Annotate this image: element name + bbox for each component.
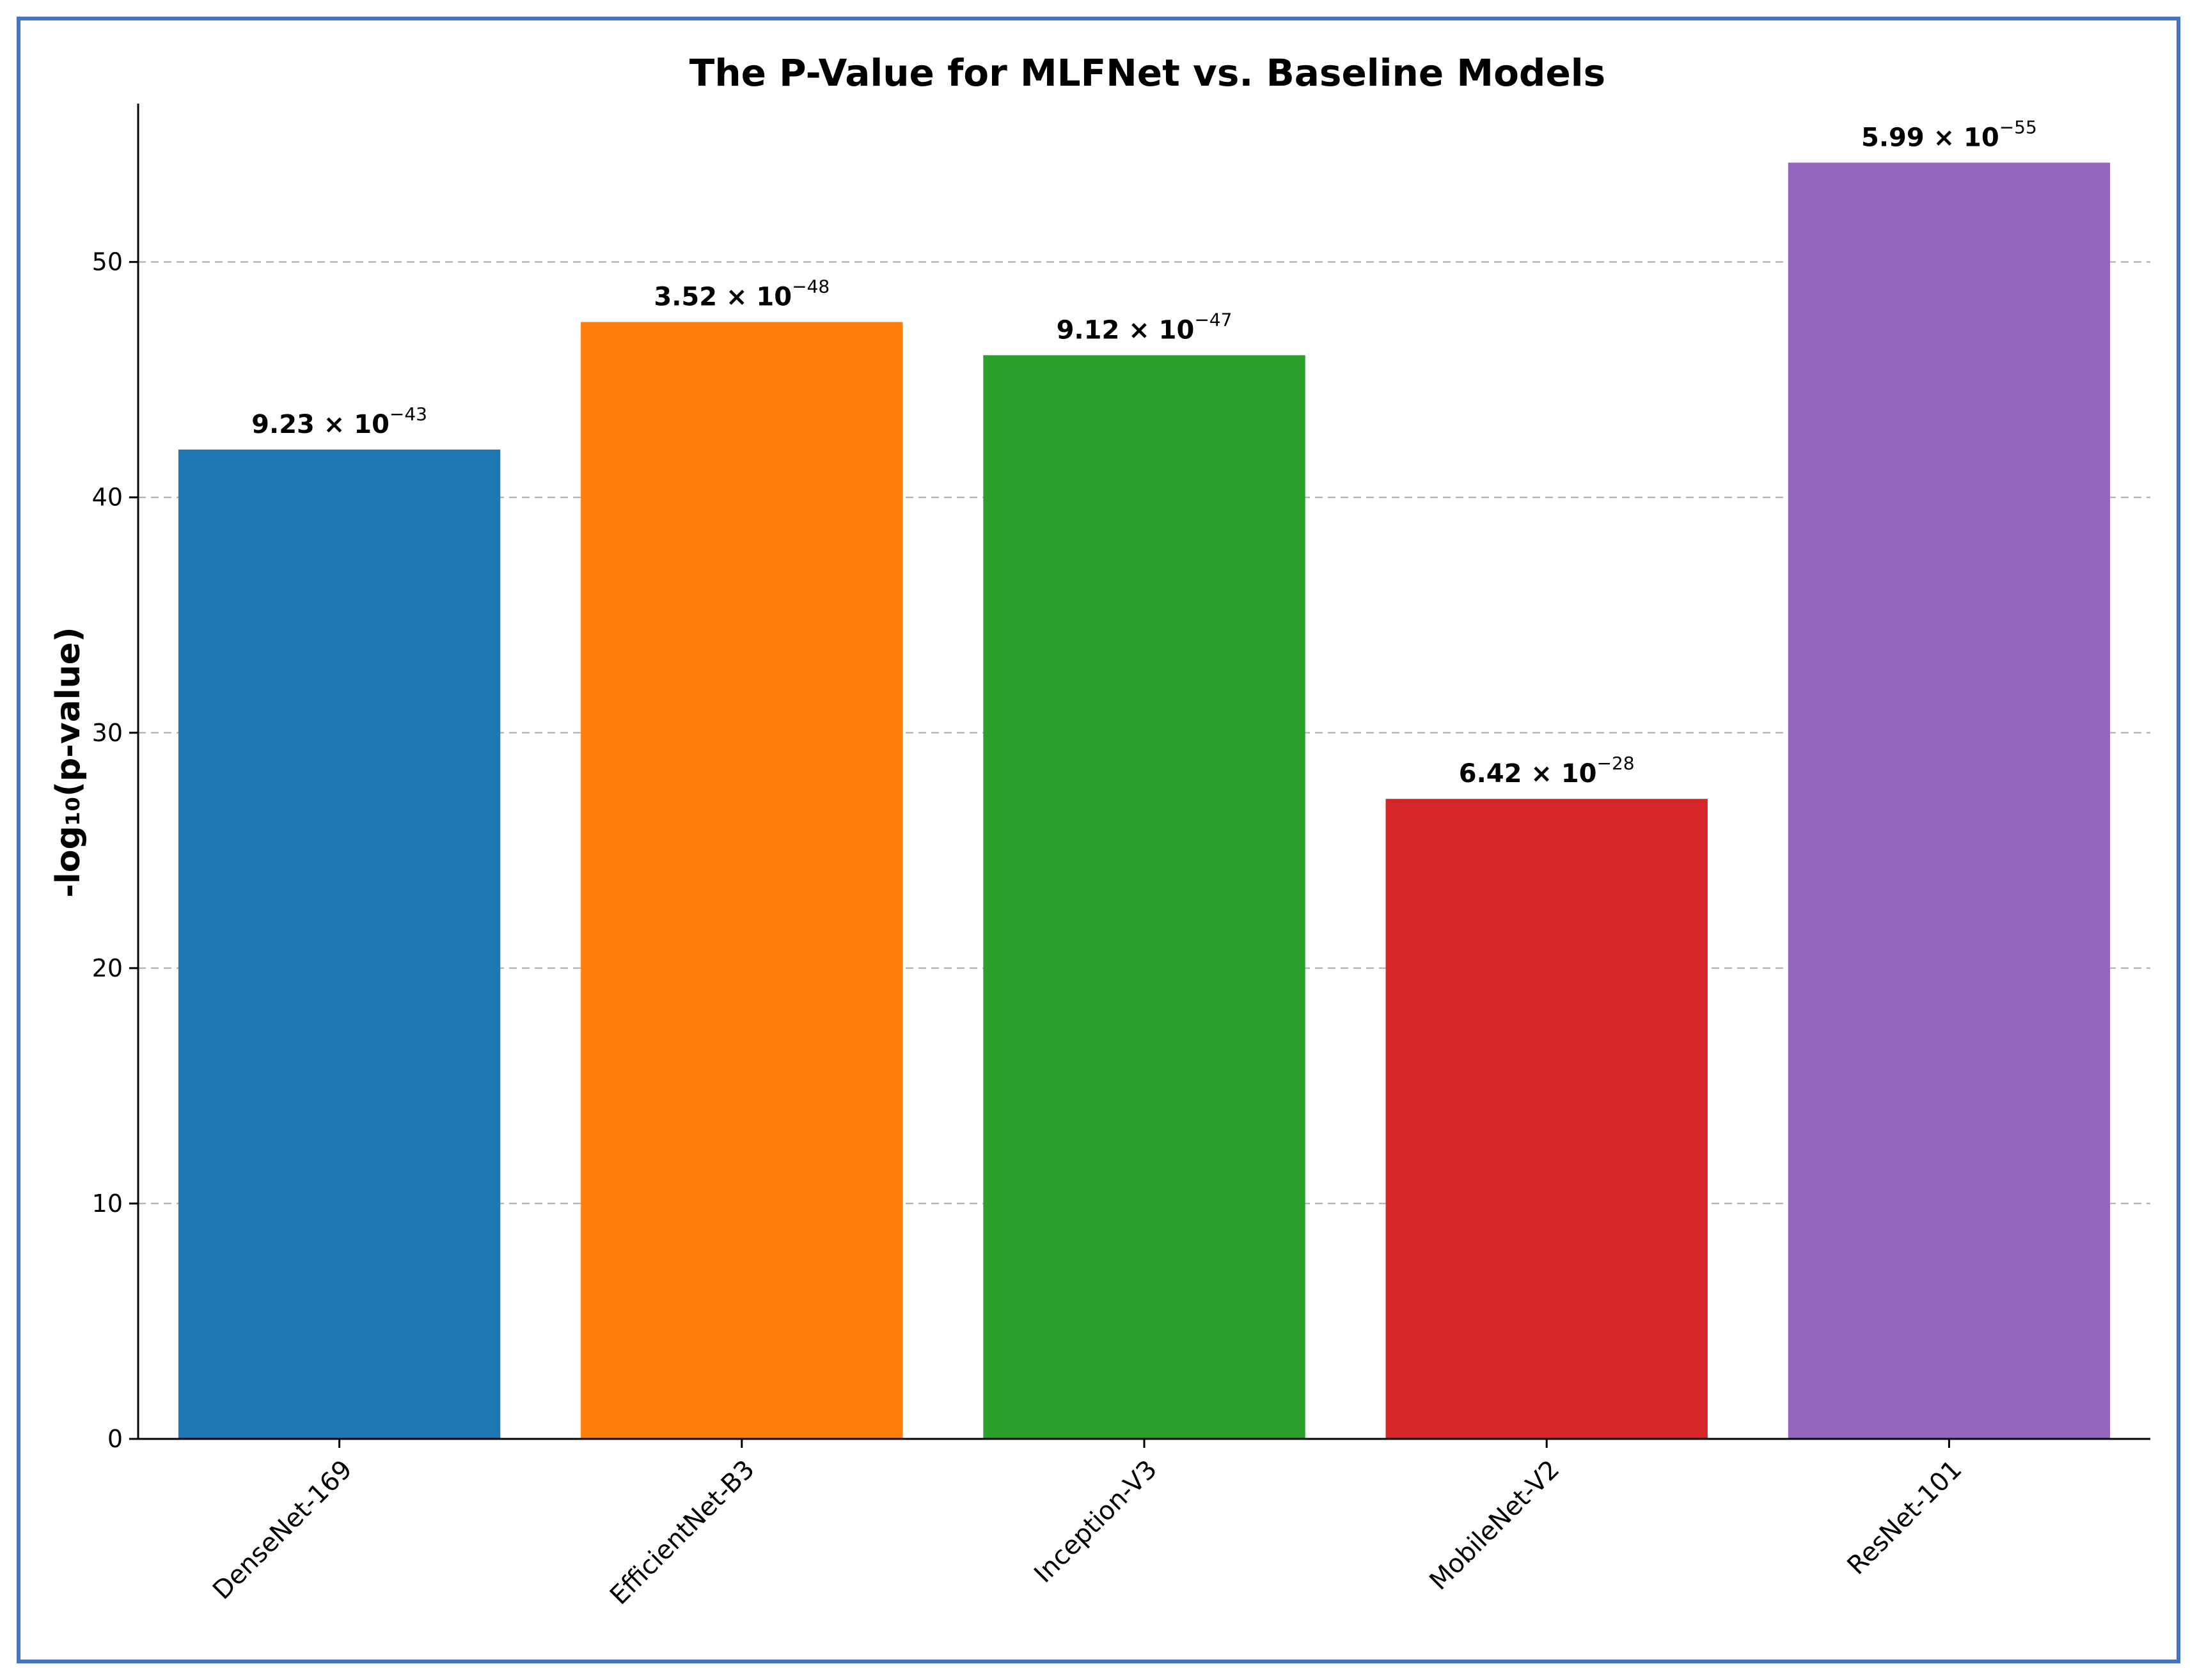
- y-axis-label: -log₁₀(p-value): [49, 627, 88, 897]
- x-tick-label: ResNet-101: [1842, 1455, 1968, 1581]
- data-label-mantissa: 6.42 × 10: [1459, 759, 1597, 789]
- bar: [1385, 799, 1708, 1439]
- x-tick-label: MobileNet-V2: [1424, 1455, 1565, 1596]
- data-label-mantissa: 9.12 × 10: [1057, 315, 1195, 345]
- data-label: 6.42 × 10−28: [1459, 753, 1635, 789]
- data-label-exponent: −28: [1597, 753, 1635, 774]
- y-tick-label: 30: [92, 719, 123, 747]
- data-label-exponent: −47: [1194, 309, 1232, 330]
- data-label-mantissa: 3.52 × 10: [654, 283, 792, 312]
- data-label: 5.99 × 10−55: [1861, 116, 2037, 152]
- bar: [581, 322, 903, 1439]
- x-tick-label: Inception-V3: [1028, 1455, 1163, 1589]
- y-tick-label: 40: [92, 483, 123, 512]
- y-tick-label: 0: [107, 1425, 123, 1453]
- bar: [178, 450, 501, 1440]
- y-tick-label: 10: [92, 1189, 123, 1218]
- chart-frame: The P-Value for MLFNet vs. Baseline Mode…: [17, 17, 2180, 1663]
- data-labels: 9.23 × 10−43 3.52 × 10−48 9.12 × 10−47 6.42…: [251, 116, 2037, 789]
- bar-chart: The P-Value for MLFNet vs. Baseline Mode…: [49, 51, 2150, 1611]
- bars: [178, 162, 2111, 1440]
- data-label: 9.23 × 10−43: [251, 404, 427, 439]
- y-tick-label: 20: [92, 954, 123, 982]
- y-tick-label: 50: [92, 248, 123, 276]
- bar: [1788, 162, 2111, 1440]
- data-label: 9.12 × 10−47: [1057, 309, 1232, 345]
- bar: [983, 355, 1305, 1439]
- data-label-mantissa: 5.99 × 10: [1861, 123, 1999, 152]
- data-label-mantissa: 9.23 × 10: [251, 410, 390, 439]
- data-label: 3.52 × 10−48: [654, 276, 830, 312]
- chart-title: The P-Value for MLFNet vs. Baseline Mode…: [689, 51, 1605, 95]
- data-label-exponent: −55: [1999, 116, 2037, 137]
- data-label-exponent: −48: [792, 276, 830, 297]
- x-tick-label: EfficientNet-B3: [604, 1455, 760, 1611]
- data-label-exponent: −43: [390, 404, 427, 425]
- x-tick-label: DenseNet-169: [207, 1455, 358, 1606]
